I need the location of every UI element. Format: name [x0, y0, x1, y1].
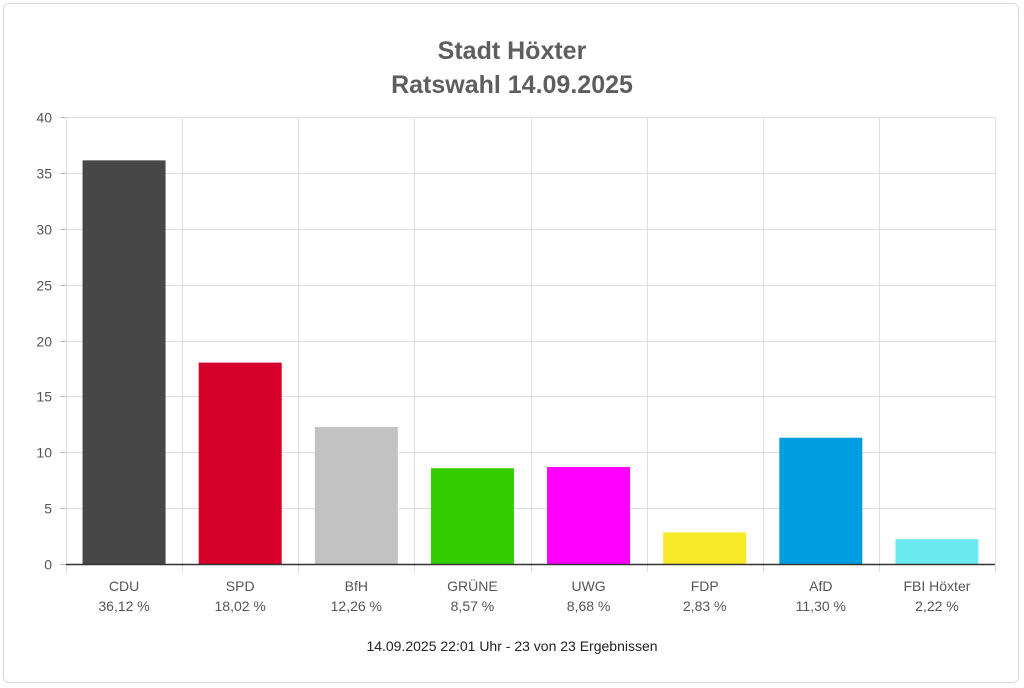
y-tick-label: 25: [36, 278, 52, 294]
bar-grüne: [430, 468, 514, 564]
chart-subtitle: Ratswahl 14.09.2025: [391, 71, 633, 99]
y-tick-label: 30: [36, 222, 52, 238]
bar-afd: [779, 437, 863, 564]
category-label: SPD: [226, 578, 255, 594]
bar-fdp: [663, 532, 747, 564]
value-label: 8,68 %: [567, 598, 611, 614]
bar-cdu: [82, 160, 166, 564]
value-label: 12,26 %: [331, 598, 382, 614]
category-label: CDU: [109, 578, 139, 594]
y-tick-label: 10: [36, 445, 52, 461]
y-tick-label: 35: [36, 166, 52, 182]
y-tick-label: 5: [44, 501, 52, 517]
category-label: GRÜNE: [447, 577, 498, 594]
y-tick-label: 0: [44, 557, 52, 573]
value-label: 8,57 %: [451, 598, 495, 614]
value-label: 2,83 %: [683, 598, 727, 614]
chart-frame: [3, 3, 1019, 683]
value-label: 11,30 %: [796, 598, 846, 614]
category-label: AfD: [809, 578, 832, 594]
y-tick-label: 15: [36, 389, 52, 405]
category-label: UWG: [571, 578, 605, 594]
category-label: BfH: [345, 578, 368, 594]
chart-footer: 14.09.2025 22:01 Uhr - 23 von 23 Ergebni…: [366, 638, 658, 654]
bar-bfh: [314, 426, 398, 564]
bar-spd: [198, 362, 282, 564]
y-tick-label: 20: [36, 334, 52, 350]
y-tick-label: 40: [36, 110, 52, 126]
chart-title: Stadt Höxter: [437, 37, 587, 65]
value-label: 18,02 %: [215, 598, 266, 614]
value-label: 2,22 %: [915, 598, 959, 614]
category-label: FDP: [691, 578, 719, 594]
bar-uwg: [547, 467, 631, 564]
bar-fbi-höxter: [895, 539, 979, 564]
value-label: 36,12 %: [98, 598, 149, 614]
category-label: FBI Höxter: [903, 578, 970, 594]
